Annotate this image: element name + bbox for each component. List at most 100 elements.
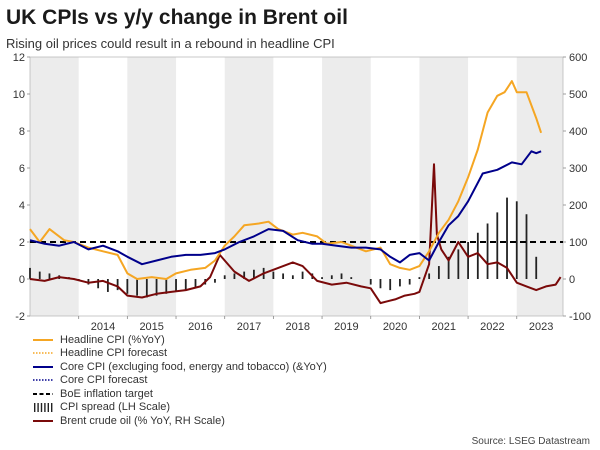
cpi-spread-bar	[457, 249, 460, 279]
cpi-spread-bar	[97, 279, 100, 289]
y-right-tick-label: 500	[569, 89, 587, 101]
legend-swatch	[34, 403, 53, 413]
y-right-tick-label: -100	[569, 311, 591, 323]
cpi-spread-bar	[399, 279, 401, 287]
x-tick-label: 2021	[432, 321, 456, 330]
x-tick-label: 2016	[188, 321, 212, 330]
shaded-band-2013	[30, 57, 79, 316]
y-left-tick-label: 2	[19, 237, 25, 249]
cpi-spread-bar	[467, 242, 469, 279]
legend-item: Core CPI (excluging food, energy and tob…	[32, 360, 327, 374]
x-tick-label: 2022	[480, 321, 504, 330]
cpi-spread-bar	[282, 273, 285, 279]
cpi-spread-bar	[48, 273, 51, 279]
cpi-spread-bar	[535, 256, 538, 279]
shaded-band-2019	[322, 57, 371, 316]
cpi-spread-bar	[330, 275, 333, 279]
y-left-tick-label: 4	[19, 200, 25, 212]
y-right-tick-label: 300	[569, 163, 587, 175]
x-tick-label: 2018	[285, 321, 309, 330]
y-right-tick-label: 100	[569, 237, 587, 249]
x-tick-label: 2017	[237, 321, 261, 330]
y-axis-right: -100 0 100 200 300 400 500 600	[563, 52, 591, 323]
cpi-spread-bar	[515, 201, 518, 279]
cpi-spread-bar	[165, 279, 168, 294]
plot-border	[29, 56, 564, 317]
cpi-spread-bar	[272, 271, 275, 279]
y-right-tick-label: 400	[569, 126, 587, 138]
brent-oil-line	[29, 163, 562, 305]
cpi-spread-bar	[301, 271, 304, 279]
cpi-spread-bar	[29, 267, 31, 279]
legend-label: BoE inflation target	[60, 387, 153, 400]
cpi-spread-bar	[291, 275, 294, 279]
cpi-spread-bar	[38, 271, 41, 279]
x-axis: 2014 2015 2016 2017 2018 2019 2020 2021 2022 2023	[78, 316, 553, 330]
cpi-spread-bar	[476, 232, 479, 279]
shaded-band-2023	[516, 57, 563, 316]
legend-item: BoE inflation target	[32, 387, 327, 401]
cpi-spread-bar	[447, 256, 450, 279]
chart-title: UK CPIs vs y/y change in Brent oil	[6, 6, 348, 29]
cpi-spread-bar	[350, 277, 353, 279]
cpi-spread-bar	[223, 275, 226, 279]
legend-item: CPI spread (LH Scale)	[32, 401, 327, 415]
y-axis-left: -2 0 2 4 6 8 10 12	[13, 52, 30, 323]
legend-label: Brent crude oil (% YoY, RH Scale)	[60, 414, 225, 427]
legend-swatch	[33, 379, 53, 381]
legend-swatch	[33, 338, 53, 341]
legend-swatch	[33, 392, 53, 395]
y-left-tick-label: -2	[15, 311, 25, 323]
y-left-tick-label: 6	[19, 163, 25, 175]
y-right-tick-label: 600	[569, 52, 587, 64]
x-tick-label: 2023	[529, 321, 553, 330]
y-left-tick-label: 12	[13, 52, 25, 64]
shaded-band-2015	[127, 57, 177, 316]
cpi-spread-bar	[106, 279, 109, 292]
x-tick-label: 2015	[139, 321, 163, 330]
shaded-band-2017	[224, 57, 274, 316]
legend-label: Headline CPI forecast	[60, 347, 167, 360]
legend-item: Brent crude oil (% YoY, RH Scale)	[32, 414, 327, 428]
y-right-tick-label: 0	[569, 274, 575, 286]
legend-label: CPI spread (LH Scale)	[60, 401, 171, 414]
legend-item: Headline CPI (%YoY)	[32, 333, 327, 347]
cpi-spread-bar	[486, 223, 489, 279]
legend-swatch	[33, 419, 53, 422]
chart-area: -2 0 2 4 6 8 10 12 -100 0 100 200 300 400 500 600 2014…	[13, 52, 591, 330]
legend-label: Core CPI (excluging food, energy and tob…	[60, 360, 327, 373]
cpi-spread-bar	[437, 266, 440, 279]
plot-frame	[29, 56, 564, 317]
cpi-spread-bar	[155, 279, 158, 296]
cpi-spread-bar	[194, 279, 197, 289]
cpi-spread-bar	[184, 279, 187, 291]
cpi-spread-bar	[418, 277, 421, 279]
legend-swatch	[33, 365, 53, 368]
cpi-spread-bar	[408, 279, 411, 285]
cpi-spread-bar	[428, 273, 431, 279]
cpi-spread-bar	[340, 273, 343, 279]
legend: Headline CPI (%YoY) Headline CPI forecast…	[32, 333, 327, 428]
cpi-spread-bar	[506, 197, 508, 279]
core-cpi-line	[29, 150, 542, 266]
cpi-spread-bar	[214, 279, 216, 283]
cpi-spread-bar	[369, 279, 372, 285]
legend-label: Core CPI forecast	[60, 374, 148, 387]
shaded-year-bands	[30, 57, 563, 316]
y-right-tick-label: 200	[569, 200, 587, 212]
cpi-spread-bar	[496, 212, 499, 279]
y-left-tick-label: 8	[19, 126, 25, 138]
x-tick-label: 2019	[334, 321, 358, 330]
series-lines	[29, 80, 563, 305]
cpi-spread-bar	[126, 279, 129, 294]
cpi-spread-bar	[389, 279, 392, 291]
cpi-spread-bar	[136, 279, 138, 296]
y-left-tick-label: 10	[13, 89, 25, 101]
headline-cpi-line	[29, 80, 543, 280]
cpi-spread-bar	[116, 279, 119, 291]
cpi-spread-bar	[243, 271, 246, 279]
y-left-tick-label: 0	[19, 274, 25, 286]
cpi-spread-bar	[525, 214, 528, 279]
cpi-spread-bar	[379, 279, 382, 289]
cpi-spread-bar	[321, 277, 323, 279]
